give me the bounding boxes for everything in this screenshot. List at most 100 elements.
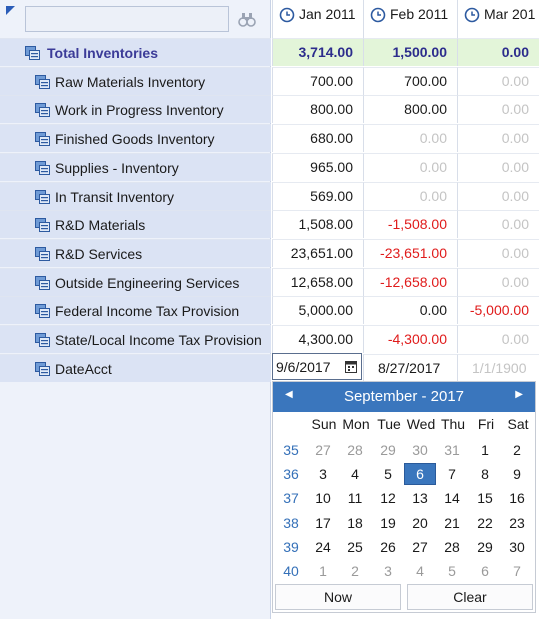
row-header[interactable]: Supplies - Inventory <box>0 152 271 181</box>
row-header[interactable]: In Transit Inventory <box>0 181 271 210</box>
calendar-day[interactable]: 26 <box>380 538 396 555</box>
row-header[interactable]: Work in Progress Inventory <box>0 95 271 124</box>
value-cell[interactable]: 0.00 <box>457 181 539 210</box>
calendar-day[interactable]: 1 <box>319 563 327 579</box>
calendar-day[interactable]: 29 <box>477 538 493 555</box>
row-header[interactable]: DateAcct <box>0 353 271 382</box>
value-cell[interactable]: 700.00 <box>272 66 363 95</box>
calendar-day[interactable]: 1 <box>481 442 489 458</box>
value-cell[interactable]: 0.00 <box>457 325 539 353</box>
value-cell[interactable]: 12,658.00 <box>272 267 363 296</box>
value-cell[interactable]: 8/27/2017 <box>363 353 457 382</box>
value-cell[interactable]: 23,651.00 <box>272 238 363 267</box>
calendar-day[interactable]: 3 <box>384 563 392 579</box>
calendar-day[interactable]: 4 <box>351 466 359 483</box>
calendar-day[interactable]: 30 <box>509 538 525 555</box>
value-cell[interactable]: -4,300.00 <box>363 325 457 353</box>
value-cell[interactable]: 680.00 <box>272 124 363 153</box>
prev-month-icon[interactable]: ◀ <box>285 389 293 400</box>
date-editor-value[interactable]: 9/6/2017 <box>276 359 331 375</box>
calendar-month-title[interactable]: September - 2017 <box>343 388 465 405</box>
calendar-day[interactable]: 6 <box>404 463 436 486</box>
calendar-day[interactable]: 7 <box>513 563 521 579</box>
column-header[interactable]: Feb 2011 <box>363 0 457 38</box>
value-cell[interactable]: 800.00 <box>363 95 457 124</box>
value-cell[interactable]: -12,658.00 <box>363 267 457 296</box>
calendar-day[interactable]: 21 <box>444 514 460 531</box>
value-cell[interactable]: 0.00 <box>457 267 539 296</box>
calendar-day[interactable]: 10 <box>315 490 331 507</box>
calendar-day[interactable]: 17 <box>315 514 331 531</box>
row-header[interactable]: R&D Services <box>0 238 271 267</box>
value-cell[interactable]: 5,000.00 <box>272 296 363 325</box>
row-header[interactable]: R&D Materials <box>0 210 271 239</box>
calendar-day[interactable]: 9 <box>513 466 521 483</box>
row-header[interactable]: State/Local Income Tax Provision <box>0 325 271 353</box>
calendar-day[interactable]: 12 <box>380 490 396 507</box>
calendar-day[interactable]: 31 <box>444 442 460 458</box>
calendar-day[interactable]: 6 <box>481 563 489 579</box>
calendar-day[interactable]: 8 <box>481 466 489 483</box>
value-cell[interactable]: 0.00 <box>457 152 539 181</box>
value-cell[interactable]: 0.00 <box>457 38 539 66</box>
now-button[interactable]: Now <box>275 584 401 610</box>
column-header[interactable]: Mar 201 <box>457 0 539 38</box>
value-cell[interactable]: -1,508.00 <box>363 210 457 239</box>
calendar-day[interactable]: 2 <box>513 442 521 458</box>
value-cell[interactable]: 700.00 <box>363 66 457 95</box>
calendar-day[interactable]: 5 <box>448 563 456 579</box>
value-cell[interactable]: 0.00 <box>363 152 457 181</box>
column-header[interactable]: Jan 2011 <box>272 0 363 38</box>
row-header[interactable]: Outside Engineering Services <box>0 267 271 296</box>
calendar-icon[interactable] <box>345 360 357 373</box>
calendar-day[interactable]: 14 <box>444 490 460 507</box>
value-cell[interactable]: 965.00 <box>272 152 363 181</box>
value-cell[interactable]: 1/1/1900 <box>457 353 539 382</box>
calendar-day[interactable]: 4 <box>416 563 424 579</box>
binoculars-icon[interactable] <box>238 11 256 27</box>
collapse-corner-icon[interactable] <box>6 6 15 15</box>
calendar-day[interactable]: 19 <box>380 514 396 531</box>
row-header[interactable]: Raw Materials Inventory <box>0 66 271 95</box>
value-cell[interactable]: 0.00 <box>457 238 539 267</box>
value-cell[interactable]: 0.00 <box>457 210 539 239</box>
value-cell[interactable]: 0.00 <box>363 181 457 210</box>
date-editor[interactable]: 9/6/2017 <box>272 353 362 380</box>
calendar-day[interactable]: 27 <box>412 538 428 555</box>
calendar-day[interactable]: 25 <box>347 538 363 555</box>
value-cell[interactable]: -5,000.00 <box>457 296 539 325</box>
calendar-day[interactable]: 18 <box>347 514 363 531</box>
calendar-day[interactable]: 15 <box>477 490 493 507</box>
calendar-day[interactable]: 22 <box>477 514 493 531</box>
calendar-day[interactable]: 23 <box>509 514 525 531</box>
value-cell[interactable]: 0.00 <box>457 124 539 153</box>
row-header[interactable]: Total Inventories <box>0 38 271 66</box>
calendar-day[interactable]: 28 <box>444 538 460 555</box>
calendar-day[interactable]: 13 <box>412 490 428 507</box>
calendar-day[interactable]: 3 <box>319 466 327 483</box>
calendar-day[interactable]: 5 <box>384 466 392 483</box>
value-cell[interactable]: 0.00 <box>363 296 457 325</box>
search-input[interactable] <box>25 6 229 32</box>
value-cell[interactable]: 1,508.00 <box>272 210 363 239</box>
value-cell[interactable]: 0.00 <box>457 66 539 95</box>
value-cell[interactable]: 569.00 <box>272 181 363 210</box>
next-month-icon[interactable]: ▶ <box>515 389 523 400</box>
value-cell[interactable]: 0.00 <box>457 95 539 124</box>
calendar-day[interactable]: 27 <box>315 442 331 458</box>
calendar-day[interactable]: 7 <box>448 466 456 483</box>
calendar-day[interactable]: 28 <box>347 442 363 458</box>
value-cell[interactable]: 0.00 <box>363 124 457 153</box>
calendar-day[interactable]: 11 <box>347 490 363 507</box>
value-cell[interactable]: 4,300.00 <box>272 325 363 353</box>
calendar-day[interactable]: 20 <box>412 514 428 531</box>
value-cell[interactable]: 3,714.00 <box>272 38 363 66</box>
calendar-day[interactable]: 24 <box>315 538 331 555</box>
clear-button[interactable]: Clear <box>407 584 533 610</box>
calendar-day[interactable]: 2 <box>351 563 359 579</box>
calendar-day[interactable]: 29 <box>380 442 396 458</box>
value-cell[interactable]: 1,500.00 <box>363 38 457 66</box>
row-header[interactable]: Finished Goods Inventory <box>0 124 271 153</box>
calendar-day[interactable]: 30 <box>412 442 428 458</box>
calendar-day[interactable]: 16 <box>509 490 525 507</box>
